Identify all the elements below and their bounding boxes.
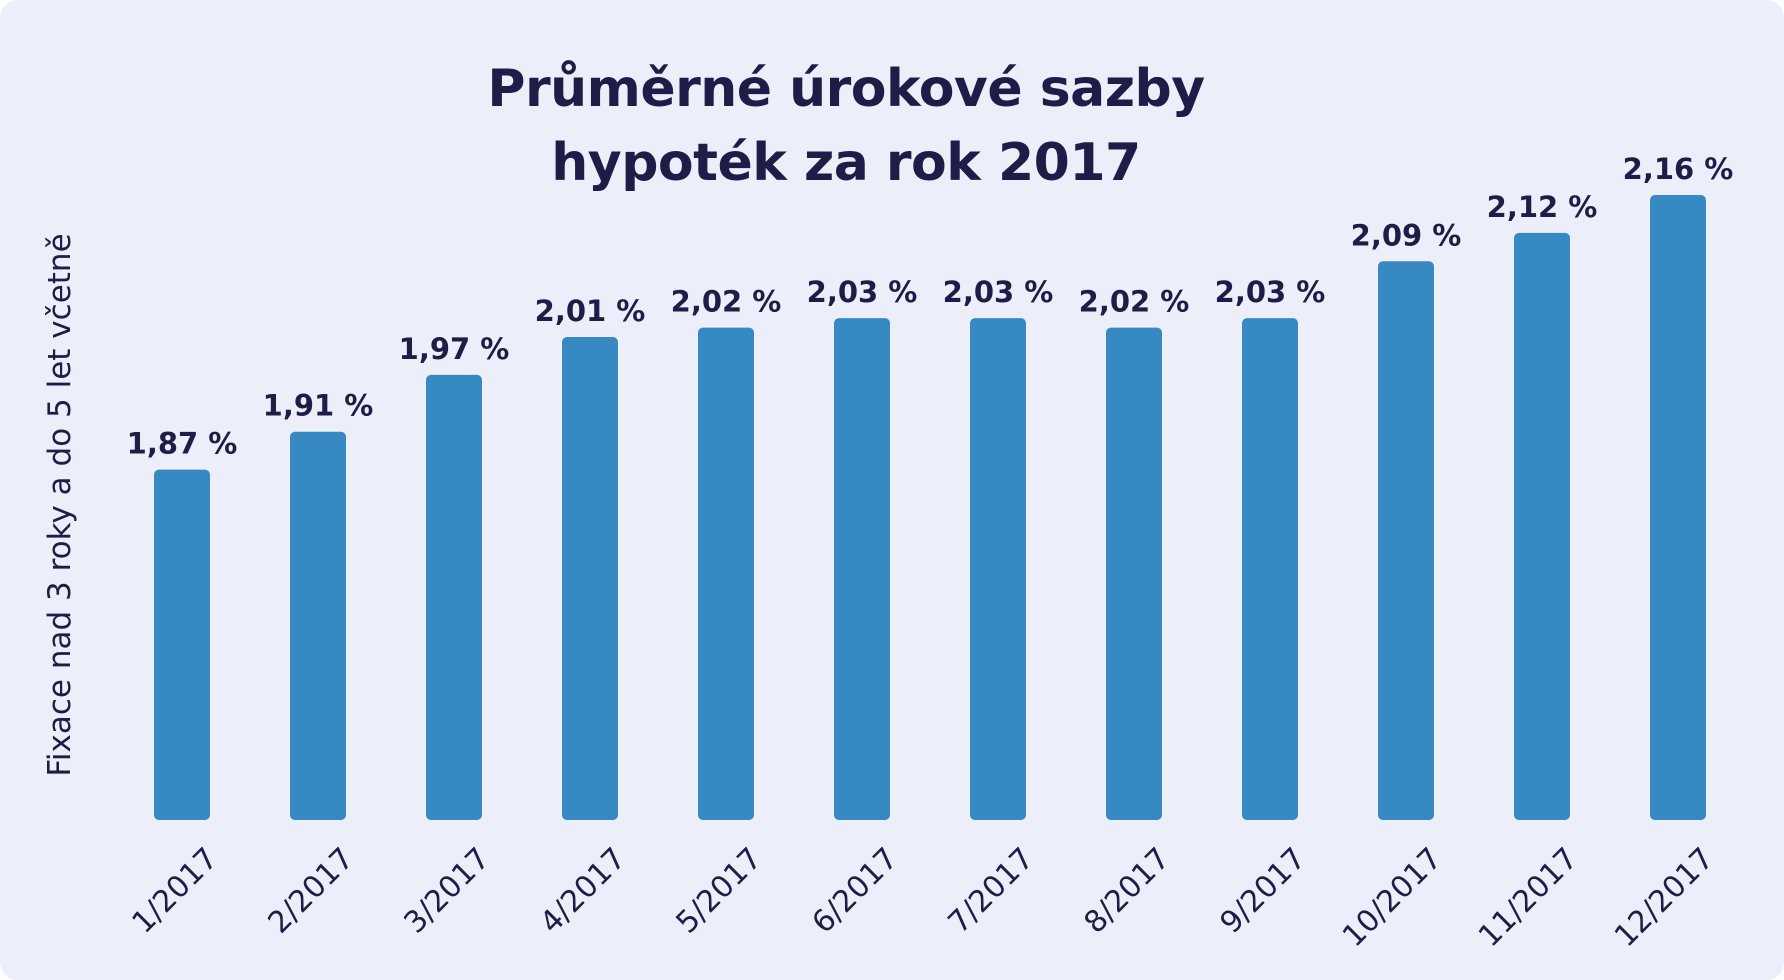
chart-title-line-1: Průměrné úrokové sazby [487,59,1205,119]
x-tick-12/2017: 12/2017 [1608,841,1721,954]
chart-title-line-2: hypoték za rok 2017 [551,133,1141,193]
bar-5/2017 [698,327,754,820]
bar-10/2017 [1378,261,1434,821]
value-label-12/2017: 2,16 % [1623,152,1734,186]
value-label-10/2017: 2,09 % [1351,218,1462,252]
value-label-3/2017: 1,97 % [399,332,510,366]
bar-2/2017 [290,431,346,820]
value-labels-group: 1,87 % 1,91 % 1,97 % 2,01 % 2,02 % 2,03 % 2,03… [127,152,1734,461]
x-tick-10/2017: 10/2017 [1336,841,1449,954]
value-label-4/2017: 2,01 % [535,294,646,328]
value-label-5/2017: 2,02 % [671,285,782,319]
x-tick-8/2017: 8/2017 [1078,841,1177,940]
x-tick-3/2017: 3/2017 [398,841,497,940]
bar-8/2017 [1106,327,1162,820]
x-tick-1/2017: 1/2017 [126,841,225,940]
value-label-7/2017: 2,03 % [943,275,1054,309]
value-label-11/2017: 2,12 % [1487,190,1598,224]
value-label-8/2017: 2,02 % [1079,285,1190,319]
value-label-1/2017: 1,87 % [127,427,238,461]
x-tick-2/2017: 2/2017 [262,841,361,940]
bar-4/2017 [562,337,618,820]
bar-1/2017 [154,469,210,820]
x-tick-6/2017: 6/2017 [806,841,905,940]
chart-title: Průměrné úrokové sazby hypoték za rok 20… [346,52,1346,200]
bar-9/2017 [1242,318,1298,820]
x-tick-11/2017: 11/2017 [1472,841,1585,954]
bar-12/2017 [1650,195,1706,820]
value-label-6/2017: 2,03 % [807,275,918,309]
x-tick-4/2017: 4/2017 [534,841,633,940]
value-label-9/2017: 2,03 % [1215,275,1326,309]
bar-7/2017 [970,318,1026,820]
bar-6/2017 [834,318,890,820]
bar-3/2017 [426,374,482,820]
bar-11/2017 [1514,232,1570,820]
x-tick-5/2017: 5/2017 [670,841,769,940]
x-tick-9/2017: 9/2017 [1214,841,1313,940]
x-tick-7/2017: 7/2017 [942,841,1041,940]
x-tick-labels-group: 1/2017 2/2017 3/2017 4/2017 5/2017 6/2017 7/20… [126,841,1721,954]
value-label-2/2017: 1,91 % [263,389,374,423]
bars-group [154,195,1706,821]
